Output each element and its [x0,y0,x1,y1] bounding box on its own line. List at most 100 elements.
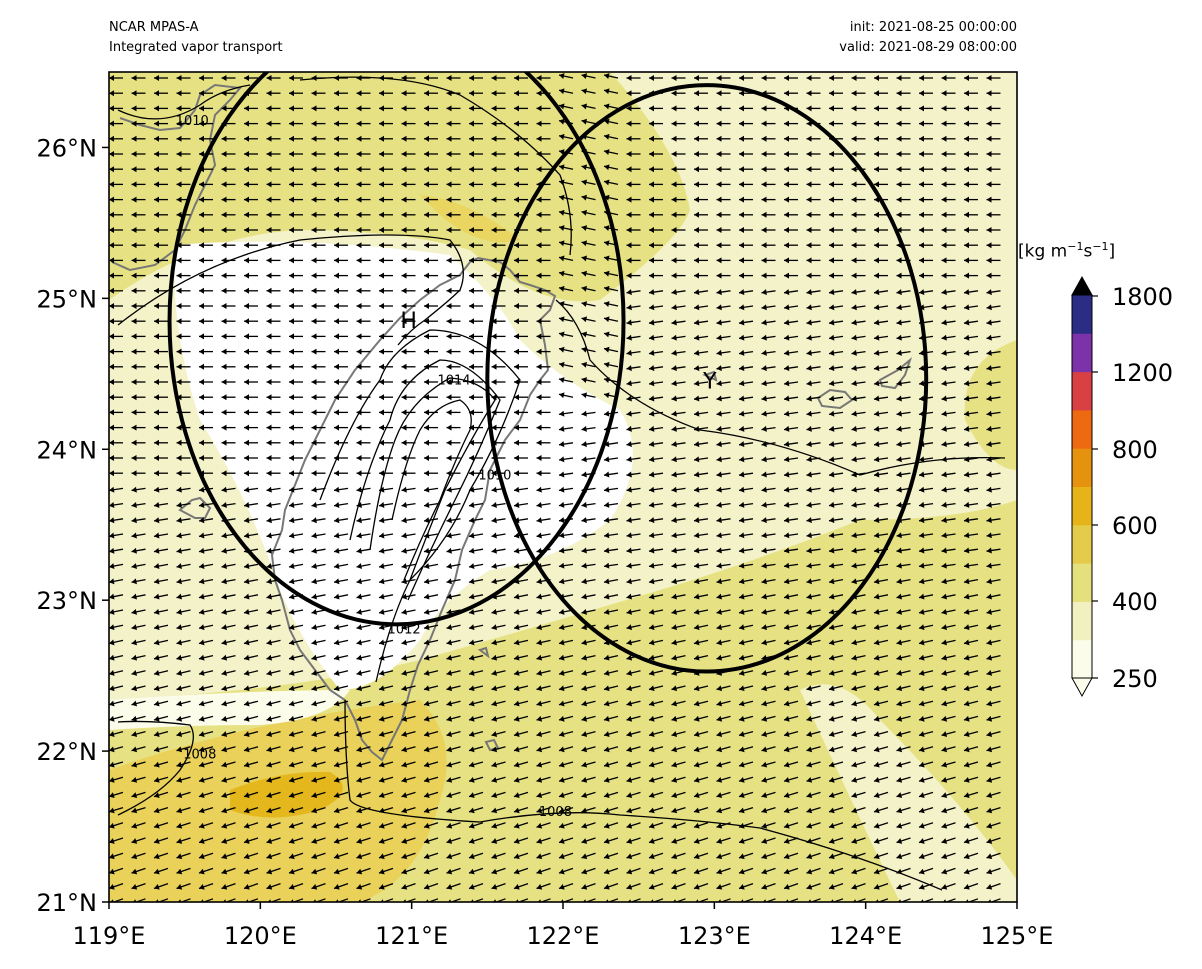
ivt-vector-head [469,470,474,477]
ivt-vector-head [896,304,902,311]
ivt-vector-head [806,380,812,387]
ivt-vector-head [311,470,317,477]
ivt-vector-head [514,120,519,127]
ivt-vector-head [401,502,407,508]
ivt-vector-head [221,746,228,753]
ivt-vector-head [649,257,654,264]
ivt-vector-head [761,441,767,448]
ivt-vector-head [581,700,588,707]
ivt-vector-head [806,532,812,539]
ivt-vector-head [694,242,699,249]
ivt-vector-head [964,761,970,768]
ivt-vector-head [896,624,903,631]
ivt-vector-head [716,257,722,264]
ivt-vector-head [829,853,835,860]
ivt-vector-head [446,409,452,416]
ivt-vector-head [851,685,858,692]
ivt-vector-head [941,486,947,493]
ivt-vector-head [964,425,970,432]
ivt-vector-head [649,547,655,554]
ivt-vector-head [964,670,970,676]
ivt-vector-head [739,166,744,173]
ivt-vector-head [109,639,115,646]
ivt-vector-head [671,166,677,173]
ivt-vector-head [784,135,789,142]
ivt-vector-head [649,501,655,508]
ivt-vector-head [469,90,474,97]
ivt-vector-head [379,670,385,676]
ivt-vector-head [266,227,272,233]
ivt-vector-head [199,624,205,631]
ivt-vector-head [424,455,429,461]
ivt-vector-head [244,120,249,127]
ivt-vector-head [829,822,835,829]
ivt-vector-head [469,272,474,279]
ivt-vector-head [221,151,227,157]
ivt-vector-head [896,639,903,646]
ivt-vector-head [401,654,408,661]
ivt-vector-head [491,409,497,416]
ivt-vector-head [671,685,678,692]
ivt-vector-head [941,166,947,173]
ivt-vector-head [806,517,812,524]
ivt-vector-head [424,777,430,783]
ivt-vector-head [581,838,588,844]
ivt-vector-head [424,685,430,692]
ivt-vector-head [356,166,362,173]
ivt-vector-head [176,257,182,264]
ivt-vector-head [694,105,699,112]
ivt-vector-head [874,746,880,753]
ivt-vector-head [199,593,205,600]
ivt-vector-head [986,196,992,203]
ivt-vector-head [784,395,790,402]
ivt-vector-head [334,578,340,585]
ivt-vector-head [604,807,610,814]
ivt-vector-head [649,456,655,463]
ivt-vector-head [829,471,835,478]
isobar-taiwan-core [391,399,472,581]
ivt-vector-head [154,639,160,646]
ivt-vector-head [874,441,880,448]
ivt-vector-head [829,334,835,341]
ivt-vector-head [401,348,407,355]
ivt-vector-head [694,395,700,402]
ivt-vector-head [806,151,812,157]
ivt-vector-head [289,303,294,309]
ivt-vector-head [311,883,318,890]
y-tick-label: 25°N [37,285,98,313]
ivt-vector-head [896,608,903,615]
ivt-vector-head [806,624,813,631]
ivt-vector-head [964,731,970,737]
ivt-vector-head [311,455,317,461]
ivt-vector-head [424,257,429,264]
ivt-vector-head [131,196,137,203]
ivt-vector-head [379,868,385,875]
y-tick-label: 23°N [37,587,98,615]
ivt-vector-head [514,333,519,340]
ivt-vector-head [401,211,407,218]
ivt-vector-head [739,685,745,692]
ivt-vector-head [896,562,902,569]
ivt-vector-head [806,593,812,600]
ivt-vector-head [491,379,497,385]
ivt-vector-head [356,303,362,309]
ivt-vector-head [986,654,993,661]
ivt-vector-head [874,639,880,646]
x-tick-label: 125°E [981,922,1054,950]
ivt-vector-head [784,654,790,661]
ivt-vector-head [851,410,857,417]
ivt-vector-head [244,424,249,431]
ivt-vector-head [109,135,114,142]
ivt-vector-head [244,624,250,631]
ivt-vector-head [311,151,317,157]
ivt-vector-head [446,257,452,264]
ivt-vector-head [176,455,182,461]
ivt-vector-head [289,105,294,112]
ivt-vector-head [244,181,249,188]
tracking-circle [167,72,626,627]
ivt-vector-head [176,838,183,844]
ivt-vector-head [154,685,160,692]
green-island-coastline [484,738,500,752]
ivt-vector-head [289,439,294,446]
ivt-vector-head [559,685,565,692]
